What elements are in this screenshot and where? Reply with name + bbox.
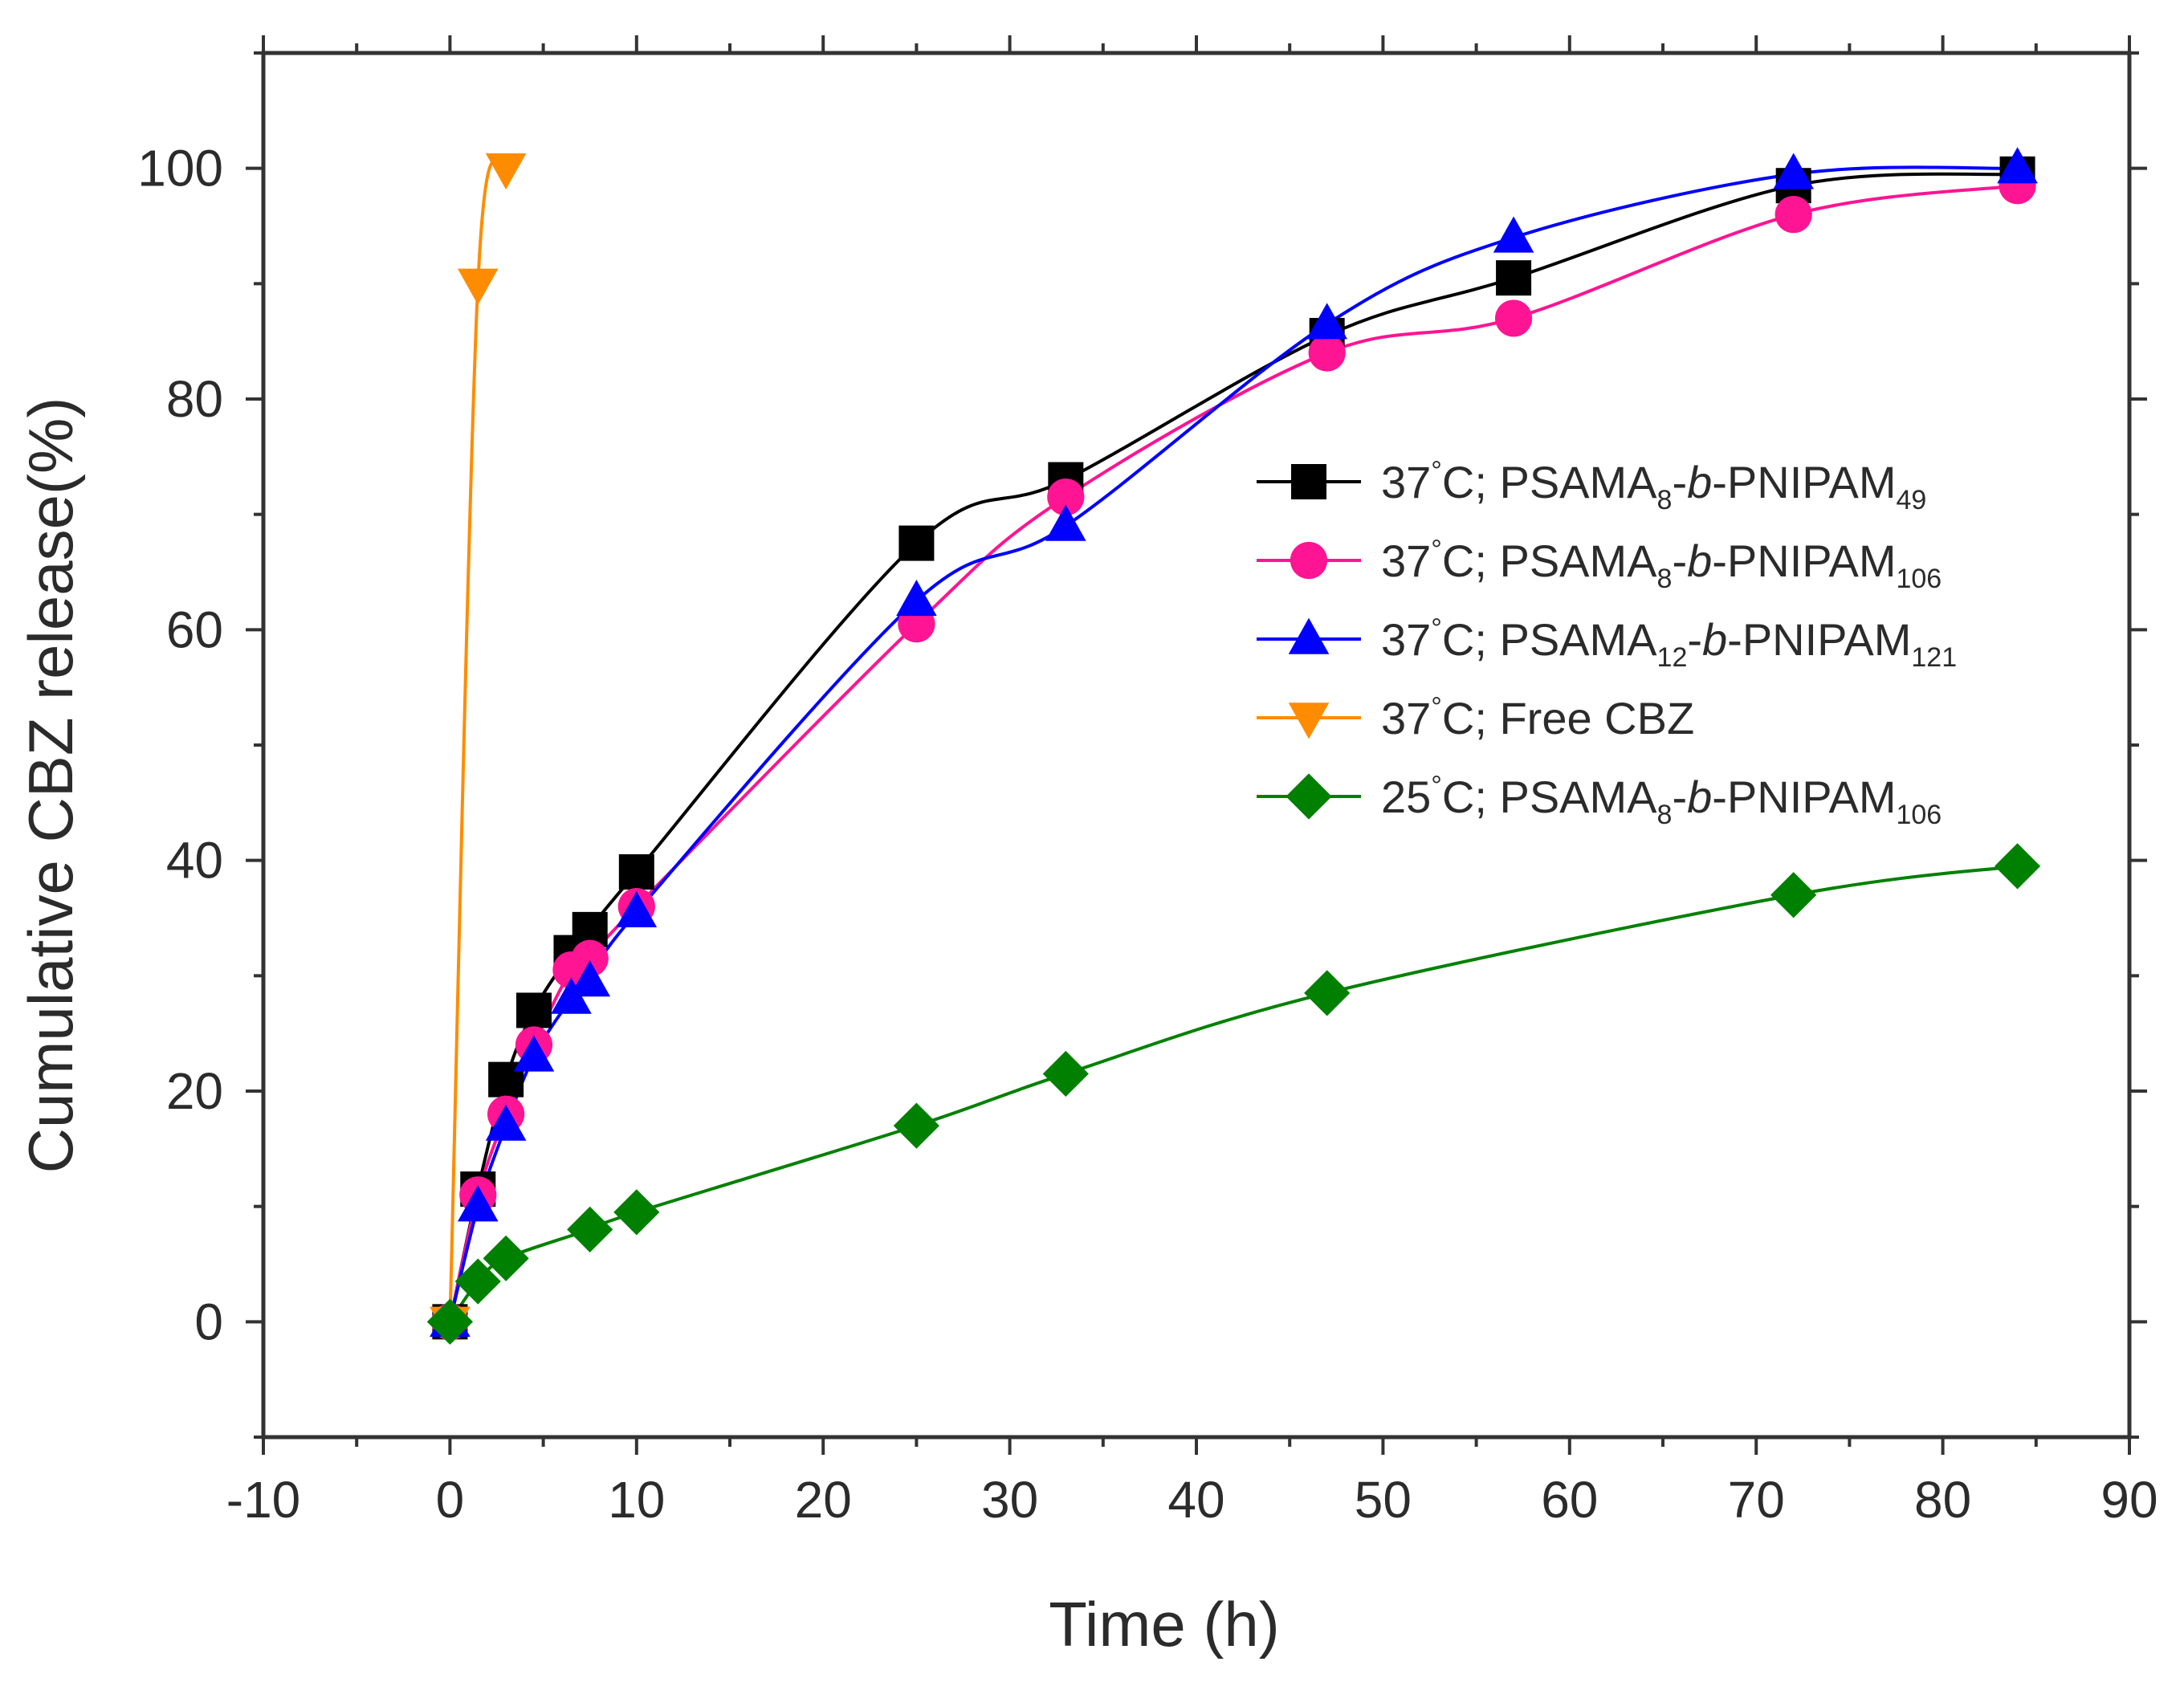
- y-tick-label: 0: [194, 1293, 223, 1350]
- series-3-point: [1045, 504, 1086, 541]
- series-3-point: [513, 1035, 555, 1072]
- series-3-point: [896, 580, 937, 617]
- series-3-point: [1773, 153, 1814, 189]
- legend-item-1-label: 37°C; PSAMA8-b-PNIPAM49: [1381, 456, 1926, 515]
- series-3-point: [1493, 216, 1534, 253]
- series-3-point: [1997, 147, 2038, 184]
- x-tick-label: 30: [981, 1471, 1038, 1529]
- x-axis-title: Time (h): [1049, 1589, 1279, 1660]
- series-1-point: [515, 992, 552, 1028]
- x-tick-label: -10: [226, 1471, 301, 1529]
- series-2-point: [1774, 196, 1812, 234]
- series-4-point: [457, 268, 499, 305]
- series-markers: [426, 147, 2041, 1345]
- series-3-point: [457, 1185, 499, 1222]
- series-2-point: [571, 939, 609, 977]
- y-axis-title: Cumulative CBZ release(%): [15, 397, 86, 1174]
- x-tick-label: 20: [795, 1471, 852, 1529]
- series-5-point: [893, 1102, 939, 1149]
- series-3-point: [569, 960, 610, 997]
- y-tick-label: 100: [137, 140, 223, 198]
- legend-item-5-marker: [1286, 773, 1332, 820]
- legend-item-4-label: 37°C; Free CBZ: [1381, 692, 1694, 743]
- series-5-point: [1770, 872, 1817, 918]
- legend-item-3-marker: [1288, 617, 1330, 654]
- series-5-line: [448, 864, 2018, 1323]
- series-5-point: [426, 1298, 473, 1345]
- series-1-point: [898, 525, 935, 561]
- series-5-point: [613, 1189, 660, 1236]
- x-tick-label: 70: [1728, 1471, 1785, 1529]
- x-tick-label: 10: [608, 1471, 665, 1529]
- series-5-point: [567, 1206, 613, 1252]
- series-2-point: [1308, 334, 1346, 372]
- series-5-point: [1994, 843, 2041, 890]
- y-tick-label: 20: [166, 1062, 223, 1120]
- series-5-point: [483, 1235, 529, 1281]
- series-2-point: [1047, 479, 1085, 516]
- legend-item-4-marker: [1288, 703, 1330, 739]
- series-4-point: [485, 153, 527, 190]
- series-5-point: [1304, 970, 1351, 1016]
- x-tick-label: 50: [1355, 1471, 1412, 1529]
- x-tick-label: 90: [2100, 1471, 2158, 1529]
- series-3-point: [1306, 303, 1347, 340]
- series-1-point: [618, 854, 654, 890]
- series-1-point: [1496, 260, 1532, 296]
- legend-item-3-label: 37°C; PSAMA12-b-PNIPAM121: [1381, 613, 1957, 673]
- y-tick-label: 40: [166, 832, 223, 890]
- x-tick-label: 0: [436, 1471, 465, 1529]
- series-5-point: [454, 1258, 501, 1305]
- series-3-point: [616, 890, 658, 928]
- x-tick-label: 40: [1167, 1471, 1224, 1529]
- series-2-point: [1494, 299, 1533, 337]
- legend-item-5-label: 25°C; PSAMA8-b-PNIPAM106: [1381, 771, 1942, 830]
- y-tick-label: 60: [166, 601, 223, 658]
- series-3-point: [485, 1104, 527, 1141]
- series-5-point: [1042, 1050, 1089, 1098]
- x-tick-label: 80: [1914, 1471, 1971, 1529]
- legend-item-2-marker: [1290, 541, 1328, 580]
- legend: 37°C; PSAMA8-b-PNIPAM49 37°C; PSAMA8-b-PN…: [1257, 456, 1957, 830]
- x-tick-label: 60: [1541, 1471, 1598, 1529]
- axes: -10 0 10 20 30 40 50 60 70 80 90 0 20 40 60 80 100: [137, 35, 2158, 1529]
- legend-item-1-marker: [1291, 464, 1326, 499]
- y-tick-label: 80: [166, 370, 223, 428]
- legend-item-2-label: 37°C; PSAMA8-b-PNIPAM106: [1381, 535, 1942, 594]
